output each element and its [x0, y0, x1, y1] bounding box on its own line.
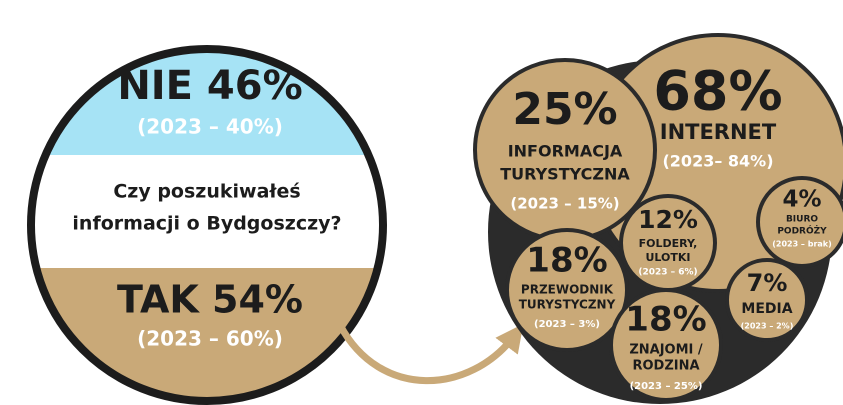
bubble-previous: (2023 – 6%) — [638, 268, 697, 278]
bubble-previous: (2023 – brak) — [772, 240, 832, 249]
bubble-label: BIURO — [786, 215, 818, 225]
yes-value: TAK 54% — [117, 278, 303, 322]
bubble-value: 68% — [653, 60, 782, 123]
bubble-label: ULOTKI — [645, 251, 690, 264]
bubble-label: PRZEWODNIK — [521, 283, 614, 297]
bubble — [505, 228, 629, 352]
bubble-label: MEDIA — [741, 301, 792, 317]
bubble-value: 4% — [782, 187, 821, 213]
bubble-previous: (2023 – 2%) — [741, 322, 794, 331]
question: informacji o Bydgoszczy? — [72, 213, 341, 235]
bubble-previous: (2023 – 25%) — [630, 381, 703, 392]
bubble-value: 7% — [747, 269, 788, 297]
bubble-label: TURYSTYCZNA — [500, 165, 630, 184]
bubble-label: TURYSTYCZNY — [519, 298, 616, 312]
bubble-label: FOLDERY, — [639, 237, 698, 250]
arrow — [336, 323, 524, 385]
no-value: NIE 46% — [117, 63, 302, 109]
bubble — [609, 288, 723, 402]
yes-previous: (2023 – 60%) — [137, 327, 283, 351]
bubble — [756, 176, 843, 268]
bubble-value: 12% — [638, 205, 698, 234]
bubble-previous: (2023 – 3%) — [534, 319, 600, 330]
bubble — [725, 258, 809, 342]
bubble-value: 25% — [512, 84, 617, 135]
bubble-label: RODZINA — [632, 359, 699, 374]
no-previous: (2023 – 40%) — [137, 115, 283, 139]
bubble-label: INFORMACJA — [508, 142, 623, 161]
bubble-label: INTERNET — [660, 120, 777, 144]
bubble-label: ZNAJOMI / — [629, 343, 703, 358]
bubble-label: PODRÓŻY — [777, 225, 827, 237]
bubble-previous: (2023 – 15%) — [510, 195, 619, 213]
bubble-value: 18% — [625, 300, 706, 340]
bubble-previous: (2023– 84%) — [662, 152, 773, 171]
question: Czy poszukiwałeś — [113, 181, 300, 203]
bubble-value: 18% — [526, 241, 607, 281]
left-circle-border — [27, 45, 387, 405]
